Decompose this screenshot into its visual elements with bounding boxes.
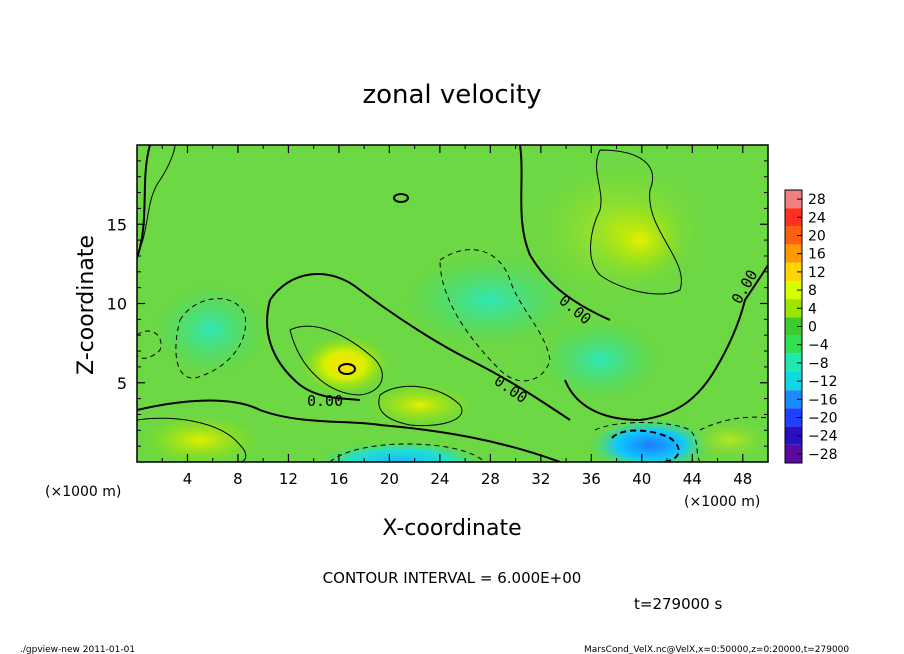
x-tick-label: 4	[183, 470, 193, 488]
colorbar-swatch	[785, 408, 802, 427]
colorbar-swatch	[785, 317, 802, 336]
colorbar-label: −12	[808, 374, 838, 390]
x-tick-label: 44	[683, 470, 702, 488]
colorbar-label: 4	[808, 301, 817, 317]
colorbar-swatch	[785, 353, 802, 372]
colorbar-swatch	[785, 390, 802, 409]
z-unit-label: (×1000 m)	[684, 494, 760, 510]
colorbar-label: −8	[808, 356, 829, 372]
colorbar-swatch	[785, 299, 802, 318]
colorbar-label: 16	[808, 247, 826, 263]
x-tick-label: 48	[733, 470, 752, 488]
x-unit-label: (×1000 m)	[45, 484, 121, 500]
x-tick-label: 20	[380, 470, 399, 488]
y-axis-label: Z-coordinate	[74, 235, 99, 375]
colorbar-label: 0	[808, 320, 817, 336]
colorbar-swatch	[785, 244, 802, 263]
x-tick-label: 40	[632, 470, 651, 488]
colorbar-swatch	[785, 226, 802, 245]
colorbar-label: −4	[808, 338, 829, 354]
y-tick-label: 10	[107, 295, 127, 314]
heatmap-field: 0.00 0.00 0.00 0.00	[137, 145, 768, 462]
x-axis: 4 8 12 16 20 24 28 32 36 40 44 48	[161, 145, 752, 488]
colorbar-swatch	[785, 372, 802, 391]
x-tick-label: 24	[430, 470, 449, 488]
y-tick-label: 15	[107, 215, 127, 234]
y-tick-label: 5	[117, 374, 127, 393]
x-tick-label: 16	[329, 470, 348, 488]
colorbar-label: 8	[808, 283, 817, 299]
colorbar-label: −24	[808, 429, 838, 445]
colorbar-swatch	[785, 262, 802, 281]
colorbar-swatch	[785, 444, 802, 463]
x-tick-label: 12	[279, 470, 298, 488]
colorbar-label: 12	[808, 265, 826, 281]
colorbar-swatch	[785, 190, 802, 209]
chart-title: zonal velocity	[362, 80, 541, 110]
contour-interval-text: CONTOUR INTERVAL = 6.000E+00	[323, 569, 582, 587]
x-tick-label: 28	[481, 470, 500, 488]
y-axis: 5 10 15	[107, 160, 768, 447]
colorbar-swatch	[785, 426, 802, 445]
contour-label: 0.00	[307, 392, 343, 410]
colorbar-label: −28	[808, 447, 838, 463]
colorbar-label: −20	[808, 411, 838, 427]
colorbar-label: −16	[808, 392, 838, 408]
x-tick-label: 36	[582, 470, 601, 488]
footer-right: MarsCond_VelX.nc@VelX,x=0:50000,z=0:2000…	[584, 645, 849, 654]
colorbar-swatch	[785, 335, 802, 354]
x-tick-label: 32	[531, 470, 550, 488]
colorbar-label: 20	[808, 229, 826, 245]
colorbar-swatch	[785, 208, 802, 227]
colorbar-label: 28	[808, 192, 826, 208]
x-axis-label: X-coordinate	[382, 516, 521, 541]
time-text: t=279000 s	[634, 595, 722, 613]
footer-left: ./gpview-new 2011-01-01	[20, 645, 135, 654]
x-tick-label: 8	[233, 470, 243, 488]
colorbar: 28 24 20 16 12 8 4 0 −4 −8 −12 −16 −20 −24 −28	[784, 189, 838, 464]
colorbar-swatch	[785, 281, 802, 300]
colorbar-label: 24	[808, 210, 826, 226]
